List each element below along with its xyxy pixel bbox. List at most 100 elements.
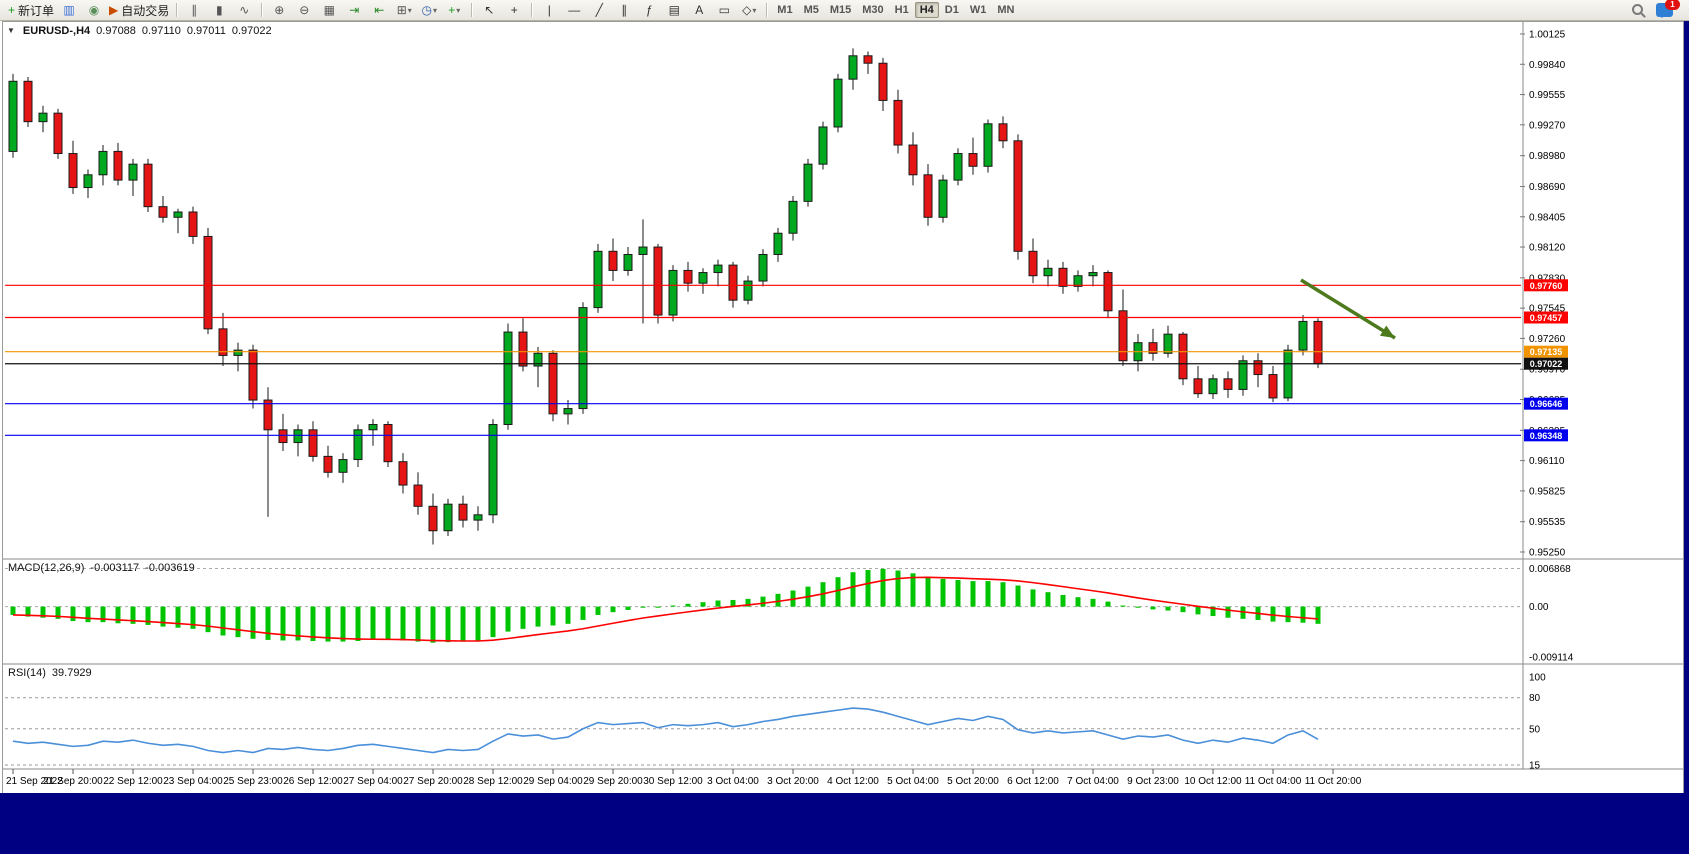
svg-text:5 Oct 04:00: 5 Oct 04:00: [887, 776, 939, 787]
chart-header: ▼ EURUSD-,H4 0.97088 0.97110 0.97011 0.9…: [7, 25, 272, 37]
svg-text:0.95535: 0.95535: [1529, 517, 1566, 528]
svg-text:50: 50: [1529, 724, 1541, 735]
symbol-title: EURUSD-,H4: [22, 25, 91, 37]
timeframe-m30[interactable]: M30: [862, 4, 884, 16]
cursor-icon[interactable]: ↖: [477, 2, 501, 19]
timeframe-m5[interactable]: M5: [803, 4, 819, 16]
new-chart-icon: ⊞: [396, 3, 407, 17]
new-order-icon: +: [8, 3, 16, 17]
tile-windows-icon[interactable]: ▦: [317, 2, 341, 19]
ohlc-close: 0.97022: [231, 25, 272, 37]
svg-text:9 Oct 23:00: 9 Oct 23:00: [1127, 776, 1179, 787]
zoom-out-icon: ⊖: [299, 3, 310, 17]
new-order-button-label: 新订单: [18, 3, 55, 18]
search-icon[interactable]: [1631, 3, 1646, 18]
svg-text:3 Oct 04:00: 3 Oct 04:00: [707, 776, 759, 787]
shapes-icon[interactable]: ▤: [662, 2, 686, 19]
svg-text:27 Sep 04:00: 27 Sep 04:00: [343, 776, 403, 787]
svg-text:0.96970: 0.96970: [1529, 365, 1566, 376]
svg-text:7 Oct 04:00: 7 Oct 04:00: [1067, 776, 1119, 787]
fibonacci-icon[interactable]: ƒ: [637, 2, 661, 19]
timeframe-h1[interactable]: H1: [894, 4, 909, 16]
channel-icon[interactable]: ∥: [612, 2, 636, 19]
trendline-icon[interactable]: ╱: [587, 2, 611, 19]
svg-text:0.99840: 0.99840: [1529, 60, 1566, 71]
line-chart-icon[interactable]: ∿: [232, 2, 256, 19]
zoom-out-icon[interactable]: ⊖: [292, 2, 316, 19]
candlestick-chart-icon: ▮: [215, 3, 223, 17]
market-watch-icon[interactable]: ▥: [57, 2, 81, 19]
svg-text:15: 15: [1529, 761, 1541, 772]
crosshair-icon: +: [510, 3, 518, 17]
svg-text:0.95825: 0.95825: [1529, 486, 1566, 497]
svg-text:27 Sep 20:00: 27 Sep 20:00: [403, 776, 463, 787]
svg-text:0.98980: 0.98980: [1529, 151, 1566, 162]
indicators-icon[interactable]: + ▾: [442, 2, 466, 19]
profiles-icon: ◷: [421, 3, 433, 17]
new-chart-icon[interactable]: ⊞ ▾: [392, 2, 416, 19]
macd-signal-value: -0.003619: [145, 562, 195, 574]
chart-window: 1.00125 0.99840 0.99555 0.99270 0.98980 0.986…: [2, 21, 1684, 794]
svg-text:0.96110: 0.96110: [1529, 456, 1565, 467]
zoom-in-icon[interactable]: ⊕: [267, 2, 291, 19]
text-icon[interactable]: A: [687, 2, 711, 19]
svg-text:0.97545: 0.97545: [1529, 304, 1566, 315]
crosshair-icon[interactable]: +: [502, 2, 526, 19]
autotrading-icon: ▶: [109, 3, 119, 17]
trendline-icon: ╱: [595, 3, 603, 17]
svg-text:-0.009114: -0.009114: [1529, 653, 1574, 664]
navigator-icon[interactable]: ◉: [82, 2, 106, 19]
ohlc-high: 0.97110: [141, 25, 181, 37]
macd-label: MACD(12,26,9): [8, 562, 85, 574]
svg-text:22 Sep 12:00: 22 Sep 12:00: [103, 776, 163, 787]
timeframe-m15[interactable]: M15: [829, 4, 852, 16]
chevron-down-icon: ▾: [433, 5, 438, 15]
bar-chart-icon[interactable]: ∥: [182, 2, 206, 19]
text-label-icon[interactable]: ▭: [712, 2, 736, 19]
svg-text:100: 100: [1529, 673, 1546, 684]
one-click-expander-icon[interactable]: ▼: [7, 26, 15, 35]
svg-text:25 Sep 23:00: 25 Sep 23:00: [223, 776, 283, 787]
svg-text:0.97830: 0.97830: [1529, 273, 1566, 284]
vertical-line-icon[interactable]: |: [537, 2, 561, 19]
svg-text:0.97457: 0.97457: [1530, 313, 1563, 323]
rsi-label: RSI(14): [8, 667, 46, 679]
svg-text:0.006868: 0.006868: [1529, 564, 1571, 575]
timeframe-mn[interactable]: MN: [997, 4, 1015, 16]
auto-scroll-icon: ⇥: [349, 3, 360, 17]
auto-scroll-icon[interactable]: ⇥: [342, 2, 366, 19]
svg-text:23 Sep 04:00: 23 Sep 04:00: [163, 776, 223, 787]
autotrading-button[interactable]: ▶ 自动交易: [107, 2, 171, 19]
vertical-line-icon: |: [547, 3, 551, 17]
chevron-down-icon: ▾: [407, 5, 412, 15]
svg-text:0.97260: 0.97260: [1529, 334, 1566, 345]
horizontal-line-icon[interactable]: —: [562, 2, 586, 19]
new-order-button[interactable]: + 新订单: [6, 2, 56, 19]
svg-text:21 Sep 20:00: 21 Sep 20:00: [43, 776, 103, 787]
macd-header: MACD(12,26,9) -0.003117 -0.003619: [8, 562, 195, 574]
svg-text:0.98120: 0.98120: [1529, 243, 1566, 254]
timeframe-d1[interactable]: D1: [944, 4, 959, 16]
timeframe-w1[interactable]: W1: [969, 4, 987, 16]
toolbar: + 新订单 ▥ ◉ ▶ 自动交易 ∥ ▮ ∿ ⊕ ⊖ ▦ ⇥ ⇤ ⊞ ▾ ◷ ▾ + ▾ ↖ + | — ╱ ∥ ƒ ▤ A ▭ ◇ ▾ M1 M…: [0, 0, 1689, 21]
cursor-icon: ↖: [484, 3, 495, 17]
arrows-list-icon: ◇: [742, 3, 752, 17]
profiles-icon[interactable]: ◷ ▾: [417, 2, 441, 19]
arrows-list-icon[interactable]: ◇ ▾: [737, 2, 761, 19]
timeframe-m1[interactable]: M1: [777, 4, 793, 16]
candlestick-chart-icon[interactable]: ▮: [207, 2, 231, 19]
timeframe-h4[interactable]: H4: [914, 2, 939, 18]
svg-text:11 Oct 20:00: 11 Oct 20:00: [1305, 776, 1362, 787]
chat-icon[interactable]: 1: [1656, 0, 1680, 18]
svg-text:0.96646: 0.96646: [1530, 399, 1563, 409]
price-chart-canvas[interactable]: 1.00125 0.99840 0.99555 0.99270 0.98980 0.986…: [3, 22, 1683, 793]
chart-shift-icon[interactable]: ⇤: [367, 2, 391, 19]
ohlc-low: 0.97011: [186, 25, 226, 37]
navigator-icon: ◉: [88, 3, 100, 17]
svg-text:0.99555: 0.99555: [1529, 90, 1566, 101]
toolbar-separator: [766, 3, 768, 17]
notification-badge: 1: [1665, 0, 1680, 10]
rsi-value: 39.7929: [51, 667, 92, 679]
svg-text:0.00: 0.00: [1529, 602, 1549, 613]
